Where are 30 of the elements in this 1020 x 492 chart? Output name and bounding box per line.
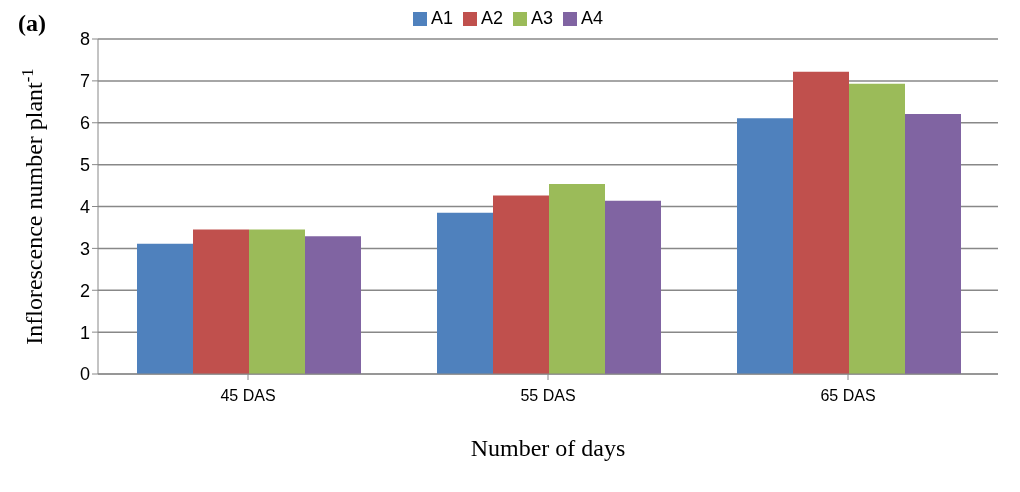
bar [549, 183, 605, 374]
bar [437, 212, 493, 374]
legend-label: A1 [430, 8, 453, 28]
bar [737, 118, 793, 374]
bar [493, 195, 549, 374]
y-tick-label: 0 [79, 364, 90, 385]
y-tick-label: 3 [79, 238, 90, 259]
y-tick-label: 7 [79, 71, 90, 92]
bar [305, 236, 361, 374]
legend-label: A3 [531, 8, 554, 28]
legend-label: A2 [480, 8, 503, 28]
y-tick-label: 4 [79, 196, 90, 217]
legend-label: A4 [581, 8, 604, 28]
bar [249, 229, 305, 374]
bar [793, 71, 849, 374]
bar [849, 83, 905, 374]
y-tick-label: 5 [79, 155, 90, 176]
x-axis-title: Number of days [470, 435, 626, 461]
x-tick-label: 55 DAS [520, 387, 576, 405]
bar [137, 243, 193, 374]
bar [905, 113, 961, 374]
y-tick-label: 6 [79, 113, 90, 134]
y-tick-label: 8 [79, 29, 90, 50]
bar [193, 229, 249, 374]
y-tick-label: 2 [79, 280, 90, 301]
x-tick-label: 65 DAS [820, 387, 876, 405]
y-tick-label: 1 [79, 322, 90, 343]
chart-title: (a) [18, 10, 46, 37]
x-tick-label: 45 DAS [220, 387, 276, 405]
bar [605, 200, 661, 374]
